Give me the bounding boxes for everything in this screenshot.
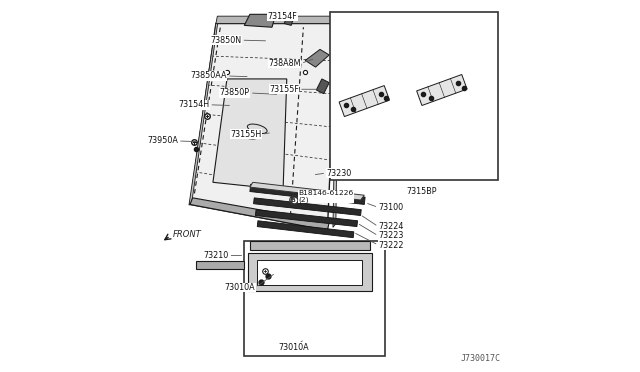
Ellipse shape xyxy=(238,129,258,139)
Bar xyxy=(244,241,385,356)
Polygon shape xyxy=(417,74,467,106)
Polygon shape xyxy=(305,49,329,67)
Text: 73100: 73100 xyxy=(378,203,403,212)
Text: 73224: 73224 xyxy=(378,222,404,231)
Polygon shape xyxy=(250,182,364,200)
Text: 73850AA: 73850AA xyxy=(191,71,227,80)
Polygon shape xyxy=(339,86,390,116)
Polygon shape xyxy=(257,260,362,285)
Polygon shape xyxy=(248,253,372,291)
Polygon shape xyxy=(190,198,329,230)
Text: 73210: 73210 xyxy=(203,251,228,260)
Text: 73154F: 73154F xyxy=(268,12,297,21)
Ellipse shape xyxy=(248,124,267,134)
Polygon shape xyxy=(257,221,354,238)
Text: 73222: 73222 xyxy=(378,241,404,250)
Polygon shape xyxy=(316,79,329,94)
Text: B: B xyxy=(291,198,295,202)
Polygon shape xyxy=(255,210,358,227)
Bar xyxy=(330,13,499,180)
Text: FRONT: FRONT xyxy=(172,230,201,239)
Text: 73223: 73223 xyxy=(378,231,404,240)
Text: 73950A: 73950A xyxy=(147,137,178,145)
Polygon shape xyxy=(189,20,218,205)
Polygon shape xyxy=(250,241,370,250)
Text: 73154H: 73154H xyxy=(178,100,209,109)
Polygon shape xyxy=(333,20,339,227)
Polygon shape xyxy=(196,261,244,269)
Polygon shape xyxy=(216,16,339,23)
Text: J730017C: J730017C xyxy=(461,354,501,363)
Text: B18146-61226
(2): B18146-61226 (2) xyxy=(299,190,354,203)
Text: 73155H: 73155H xyxy=(230,130,262,139)
Polygon shape xyxy=(253,198,361,215)
Polygon shape xyxy=(284,14,294,25)
Text: 73155F: 73155F xyxy=(269,85,299,94)
Text: 73850N: 73850N xyxy=(210,36,241,45)
Polygon shape xyxy=(190,23,337,230)
Text: 73850P: 73850P xyxy=(220,89,250,97)
Text: 73010A: 73010A xyxy=(225,283,255,292)
Text: 73230: 73230 xyxy=(326,169,351,177)
Text: 738A8M: 738A8M xyxy=(268,59,301,68)
Polygon shape xyxy=(213,79,287,190)
Polygon shape xyxy=(250,184,365,205)
Text: 7315BP: 7315BP xyxy=(406,187,436,196)
Polygon shape xyxy=(244,14,276,27)
Text: 73010A: 73010A xyxy=(279,343,310,352)
